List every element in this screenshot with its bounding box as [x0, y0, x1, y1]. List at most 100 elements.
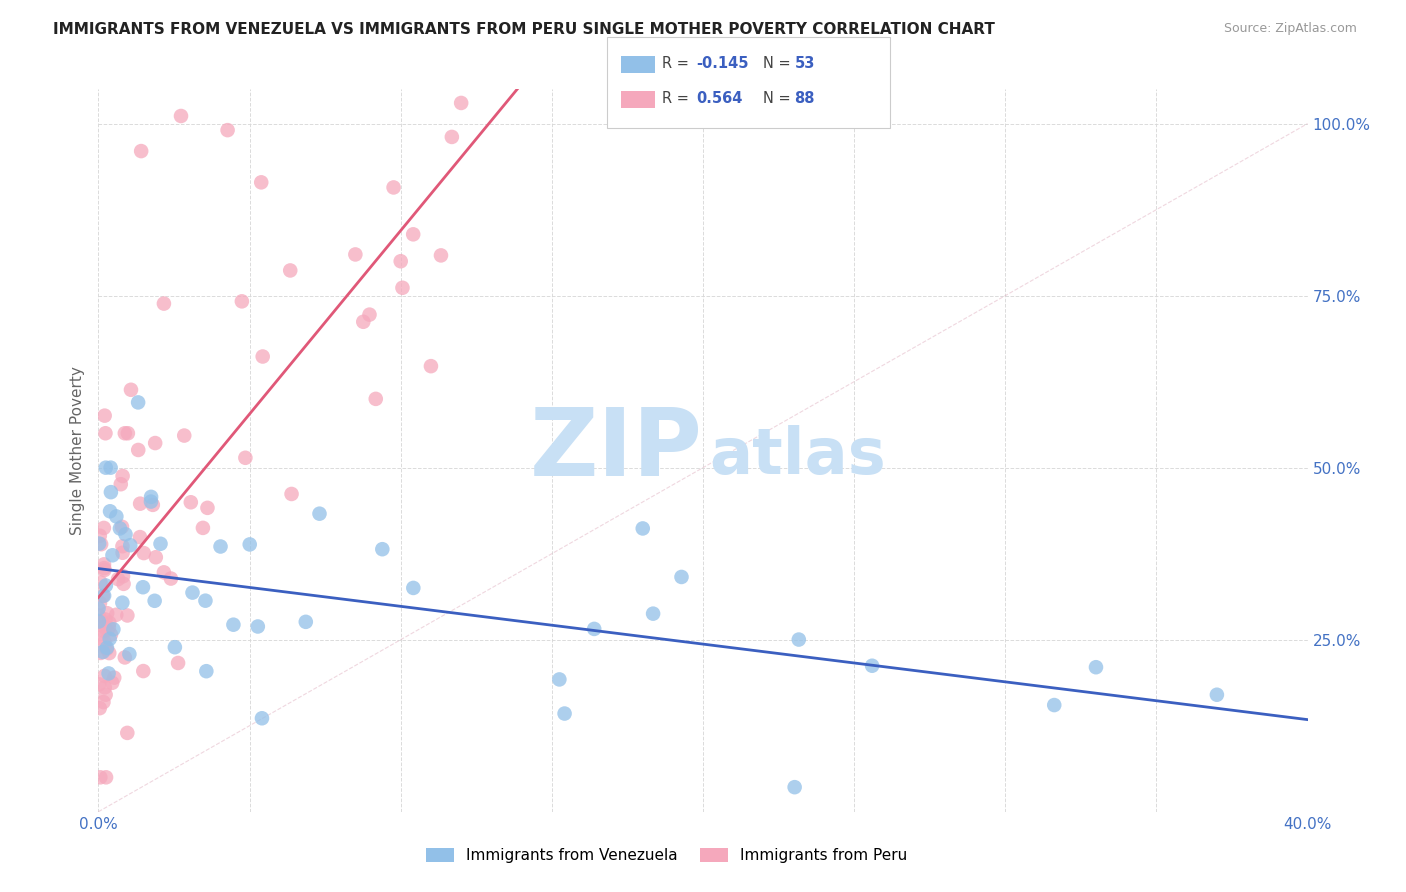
Point [149, 537, 172, 551]
Point [100, 485, 122, 500]
Point [93, 635, 115, 649]
Point [89, 575, 111, 590]
Point [98, 632, 121, 646]
Point [294, 615, 316, 629]
Point [860, 658, 883, 673]
Point [1206, 688, 1229, 702]
Point [120, 538, 142, 552]
Point [89, 596, 111, 610]
Text: IMMIGRANTS FROM VENEZUELA VS IMMIGRANTS FROM PERU SINGLE MOTHER POVERTY CORRELAT: IMMIGRANTS FROM VENEZUELA VS IMMIGRANTS … [53, 22, 995, 37]
Point [250, 175, 273, 189]
Point [89, 701, 111, 715]
Point [114, 426, 136, 441]
Point [93, 669, 115, 683]
Point [93, 521, 115, 535]
Point [120, 383, 142, 397]
Point [450, 95, 472, 110]
Point [181, 585, 204, 599]
Point [631, 521, 654, 535]
Point [93, 409, 115, 423]
Point [94, 688, 117, 702]
Point [98, 615, 121, 630]
Point [344, 247, 367, 261]
Y-axis label: Single Mother Poverty: Single Mother Poverty [70, 366, 86, 535]
Point [217, 123, 239, 137]
Point [96, 640, 118, 655]
Point [101, 549, 124, 563]
Point [402, 581, 425, 595]
Point [554, 706, 576, 721]
Point [105, 509, 128, 524]
Point [89, 529, 111, 543]
Point [117, 608, 139, 623]
Point [239, 537, 262, 551]
Point [89, 631, 111, 645]
Point [91, 615, 114, 630]
Point [180, 495, 202, 509]
Point [643, 607, 665, 621]
Point [94, 770, 117, 784]
Point [87, 615, 110, 629]
Point [430, 248, 453, 262]
Point [671, 570, 693, 584]
Point [112, 569, 135, 583]
Point [371, 542, 394, 557]
Point [127, 395, 149, 409]
Point [87, 677, 110, 691]
Point [160, 572, 183, 586]
Point [103, 623, 125, 637]
Point [94, 681, 117, 695]
Point [142, 498, 165, 512]
Point [110, 477, 132, 491]
Point [173, 428, 195, 442]
Text: R =: R = [662, 56, 693, 71]
Text: atlas: atlas [709, 425, 886, 486]
Point [91, 645, 114, 659]
Point [91, 589, 114, 603]
Point [105, 607, 128, 622]
Point [231, 294, 253, 309]
Point [129, 144, 152, 158]
Point [100, 460, 122, 475]
Point [382, 180, 405, 194]
Point [107, 572, 129, 586]
Text: -0.145: -0.145 [696, 56, 748, 71]
Point [583, 622, 606, 636]
Point [209, 540, 232, 554]
Point [391, 281, 413, 295]
Point [94, 578, 117, 592]
Point [112, 577, 135, 591]
Point [101, 675, 124, 690]
Point [111, 546, 134, 560]
Point [111, 469, 134, 483]
Text: N =: N = [763, 91, 796, 106]
Point [96, 606, 118, 620]
Text: 0.564: 0.564 [696, 91, 742, 106]
Point [364, 392, 387, 406]
Point [420, 359, 443, 373]
Point [108, 521, 131, 535]
Point [195, 664, 218, 678]
Point [111, 520, 134, 534]
Point [100, 627, 122, 641]
Point [139, 490, 162, 504]
Text: N =: N = [763, 56, 796, 71]
Point [145, 550, 167, 565]
Point [90, 537, 112, 551]
Point [402, 227, 425, 242]
Text: R =: R = [662, 91, 693, 106]
Point [132, 546, 155, 560]
Point [117, 426, 139, 441]
Point [118, 647, 141, 661]
Point [89, 770, 111, 784]
Point [114, 527, 136, 541]
Point [194, 593, 217, 607]
Point [139, 494, 162, 508]
Point [129, 530, 152, 544]
Point [246, 619, 269, 633]
Point [191, 521, 214, 535]
Point [94, 426, 117, 441]
Point [132, 580, 155, 594]
Point [132, 664, 155, 678]
Point [359, 308, 381, 322]
